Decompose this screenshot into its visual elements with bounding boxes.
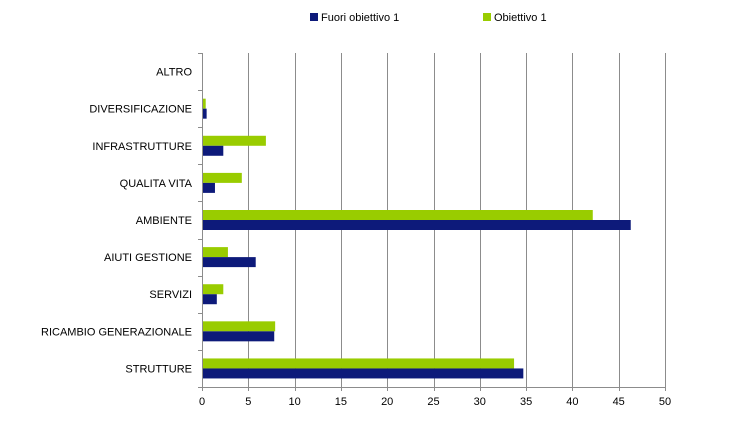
- x-tick-label: 45: [613, 396, 625, 408]
- bar-obiettivo-1: [203, 135, 266, 146]
- bar-obiettivo-1: [203, 284, 224, 295]
- legend: Fuori obiettivo 1 Obiettivo 1: [310, 12, 547, 24]
- bar-obiettivo-1: [203, 358, 515, 369]
- bar-fuori-obiettivo-1: [203, 368, 524, 379]
- bar-obiettivo-1: [203, 321, 276, 332]
- x-tick-label: 35: [520, 396, 532, 408]
- legend-label: Obiettivo 1: [494, 12, 547, 24]
- bars: [203, 98, 631, 379]
- axes: [198, 53, 666, 391]
- bar-fuori-obiettivo-1: [203, 108, 207, 119]
- category-label: STRUTTURE: [125, 363, 192, 375]
- category-label: AMBIENTE: [136, 215, 192, 227]
- legend-swatch: [310, 13, 318, 21]
- category-label: ALTRO: [156, 67, 192, 79]
- x-tick-label: 30: [474, 396, 486, 408]
- x-tick-label: 0: [199, 396, 205, 408]
- x-tick-label: 15: [335, 396, 347, 408]
- bar-fuori-obiettivo-1: [203, 220, 631, 230]
- bar-obiettivo-1: [203, 247, 228, 258]
- x-tick-label: 10: [288, 396, 300, 408]
- legend-swatch: [483, 13, 491, 21]
- x-tick-label: 20: [381, 396, 393, 408]
- x-tick-label: 50: [659, 396, 671, 408]
- bar-fuori-obiettivo-1: [203, 145, 224, 156]
- bar-obiettivo-1: [203, 172, 242, 183]
- bar-obiettivo-1: [203, 98, 206, 109]
- bar-fuori-obiettivo-1: [203, 257, 256, 268]
- category-label: RICAMBIO GENERAZIONALE: [41, 326, 192, 338]
- category-label: INFRASTRUTTURE: [92, 141, 192, 153]
- category-label: QUALITA VITA: [120, 178, 193, 190]
- bar-fuori-obiettivo-1: [203, 294, 217, 305]
- x-tick-label: 5: [245, 396, 251, 408]
- bar-obiettivo-1: [203, 210, 593, 220]
- legend-label: Fuori obiettivo 1: [321, 12, 399, 24]
- category-label: DIVERSIFICAZIONE: [89, 104, 192, 116]
- bar-fuori-obiettivo-1: [203, 182, 215, 193]
- category-label: SERVIZI: [149, 289, 192, 301]
- bar-fuori-obiettivo-1: [203, 331, 275, 342]
- x-tick-label: 25: [427, 396, 439, 408]
- x-tick-label: 40: [566, 396, 578, 408]
- x-tick-labels: 0 5 10 15 20 25 30 35 40 45 50: [199, 396, 671, 408]
- category-label: AIUTI GESTIONE: [104, 252, 192, 264]
- category-labels: ALTRO DIVERSIFICAZIONE INFRASTRUTTURE QUALI…: [41, 67, 193, 376]
